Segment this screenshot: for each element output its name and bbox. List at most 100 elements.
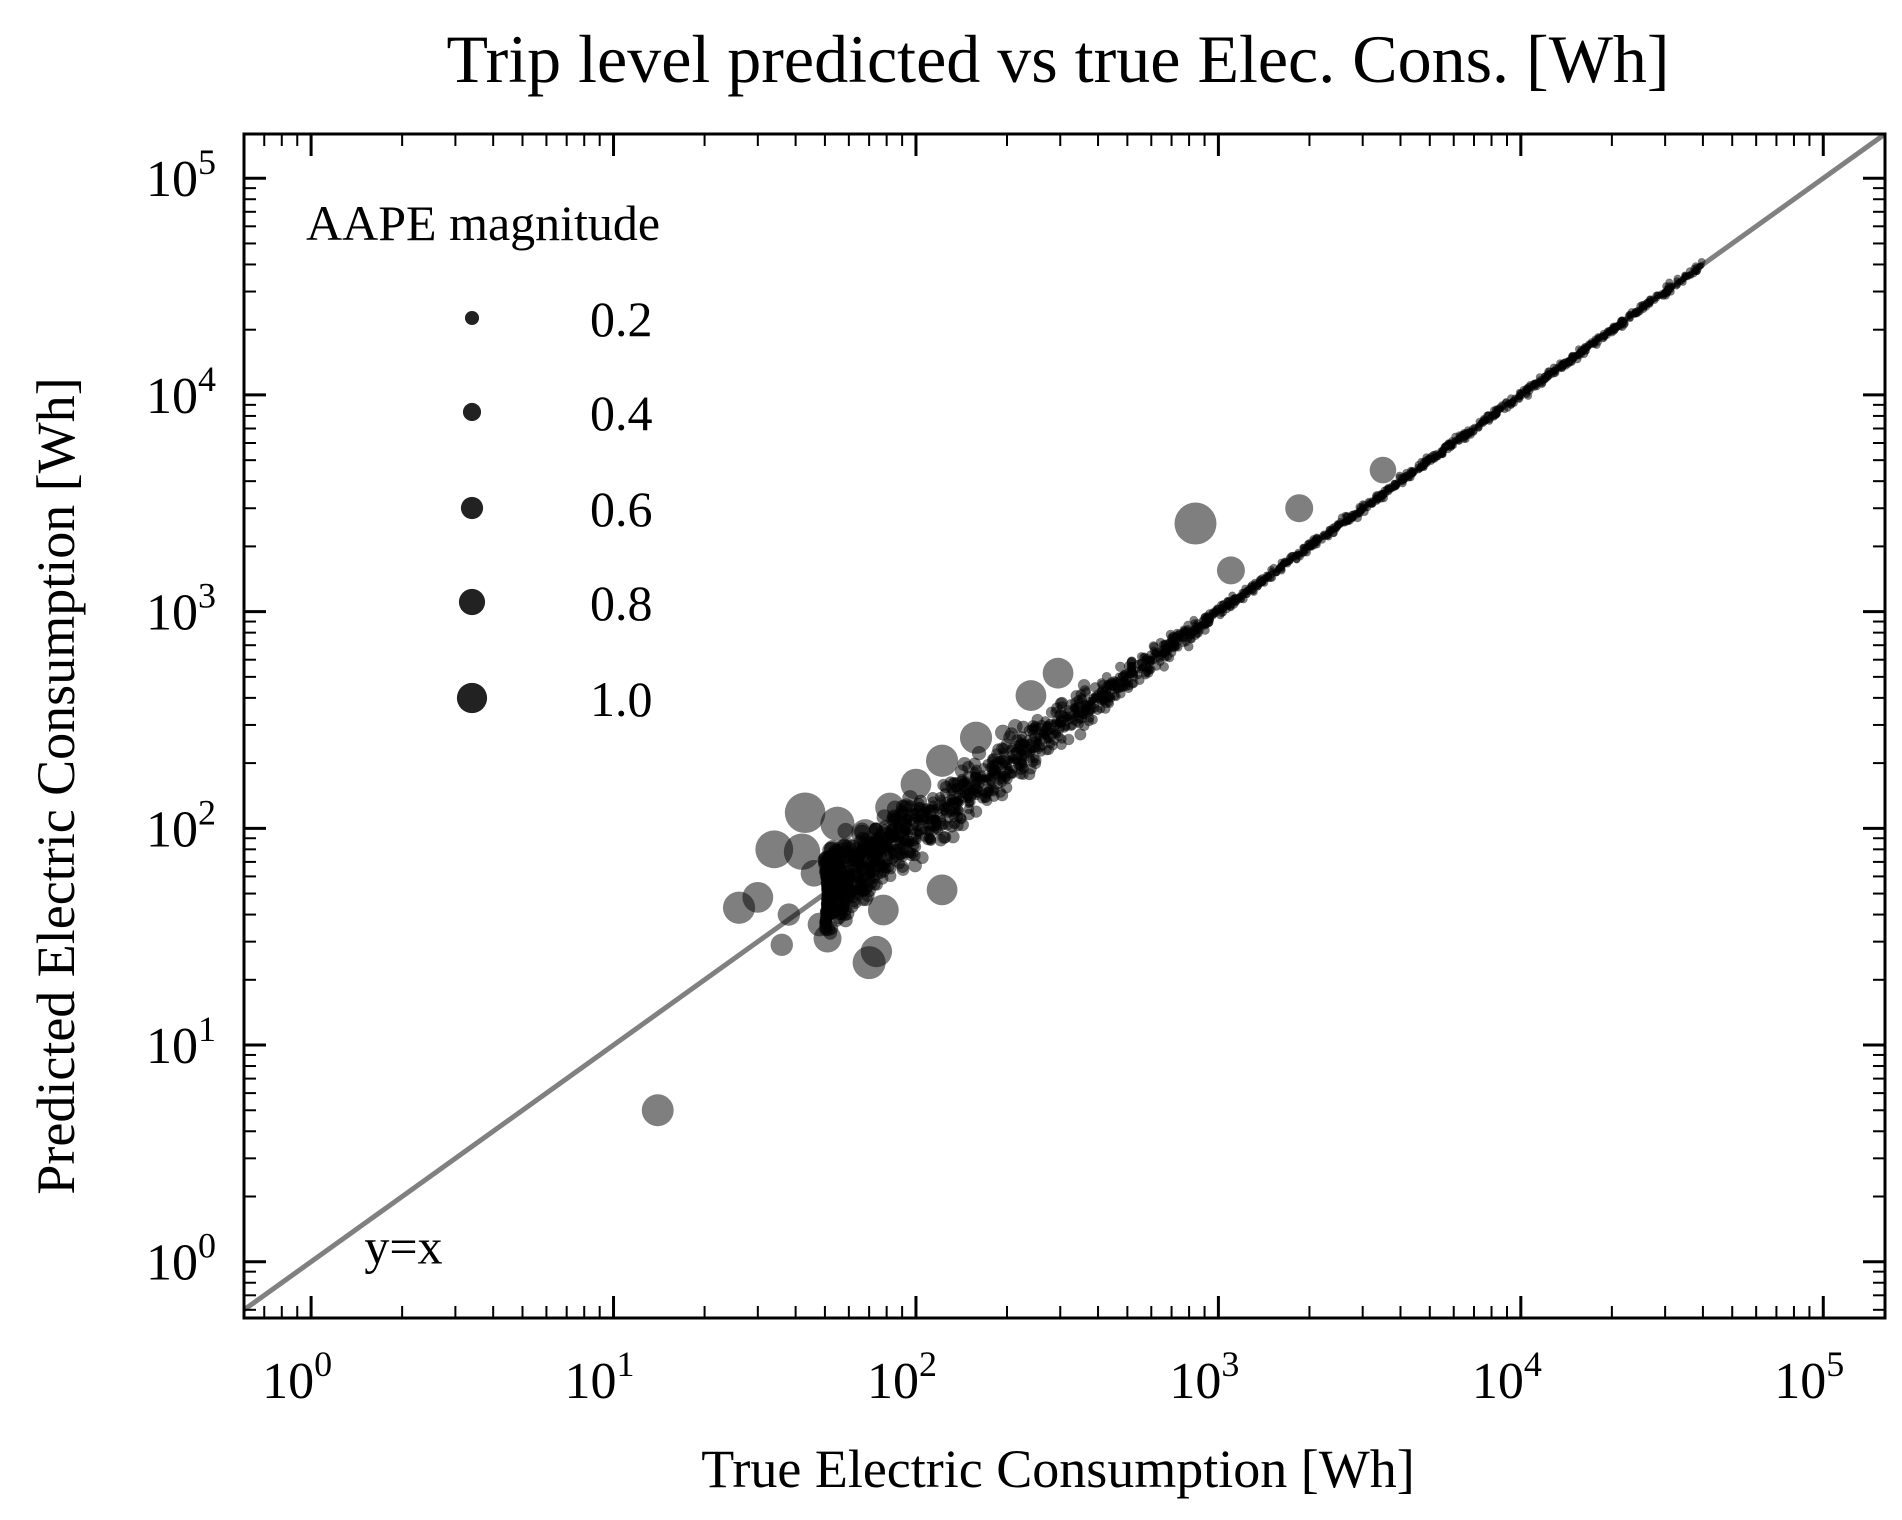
data-point — [988, 786, 999, 797]
data-point — [1294, 550, 1302, 558]
data-point — [1313, 540, 1321, 549]
data-point — [1181, 637, 1191, 647]
axes-frame — [242, 132, 1887, 1320]
data-point — [1084, 713, 1095, 723]
data-point — [1121, 669, 1130, 678]
data-point — [840, 885, 850, 896]
data-point — [1062, 733, 1075, 746]
data-point — [996, 789, 1009, 802]
data-point — [1582, 347, 1590, 355]
data-point — [883, 833, 894, 844]
data-point-outlier — [926, 874, 958, 906]
y-tick-label: 104 — [146, 359, 216, 425]
data-point-outlier — [807, 912, 832, 937]
data-point — [1096, 687, 1105, 696]
data-point — [1438, 450, 1447, 459]
data-point — [1657, 292, 1665, 300]
data-point — [903, 846, 915, 858]
data-point-outlier — [925, 744, 959, 777]
data-point — [915, 818, 923, 826]
data-point — [1030, 754, 1042, 766]
data-point — [1451, 437, 1460, 445]
x-tick-label: 100 — [262, 1344, 332, 1410]
data-point — [1299, 543, 1307, 552]
data-point — [987, 753, 998, 764]
legend-label: 0.2 — [590, 291, 653, 347]
y-tick-label: 102 — [146, 792, 216, 858]
y-tick-label: 101 — [146, 1009, 216, 1075]
x-axis-label: True Electric Consumption [Wh] — [701, 1439, 1414, 1499]
data-point — [1416, 464, 1425, 472]
data-point — [892, 833, 901, 842]
data-point — [1098, 697, 1107, 706]
data-point — [1156, 657, 1165, 667]
data-point — [854, 885, 865, 896]
data-point — [1084, 700, 1092, 708]
data-point — [1069, 715, 1077, 723]
data-point — [1266, 573, 1275, 583]
data-point — [1408, 470, 1417, 478]
axes: 100 101 102 103 104 105 100 101 102 103 104 105 — [146, 132, 1887, 1410]
data-point — [1673, 279, 1682, 288]
data-point-outlier — [900, 768, 932, 800]
data-point — [969, 805, 983, 818]
data-point — [1330, 522, 1339, 531]
data-point — [884, 862, 897, 875]
legend-label: 0.8 — [590, 575, 653, 631]
data-point — [854, 862, 863, 871]
data-point — [878, 848, 886, 856]
reference-line-label: y=x — [364, 1219, 442, 1275]
y-tick-label: 100 — [146, 1226, 216, 1292]
data-point — [1179, 625, 1189, 635]
data-point — [1046, 727, 1054, 735]
data-point — [1691, 267, 1700, 276]
data-point — [823, 878, 834, 889]
data-point — [1611, 322, 1619, 330]
data-point — [1149, 642, 1160, 652]
data-point — [908, 858, 922, 873]
data-point — [1058, 710, 1068, 720]
data-point — [876, 858, 887, 869]
data-point — [932, 818, 942, 828]
data-point — [981, 795, 993, 807]
data-point — [1631, 307, 1639, 316]
data-point — [821, 886, 829, 894]
data-point — [1440, 443, 1449, 452]
data-point — [1074, 728, 1087, 741]
data-point — [1372, 494, 1380, 502]
data-point — [1071, 704, 1080, 713]
data-point — [1697, 257, 1706, 266]
data-point-outlier — [1174, 502, 1217, 545]
data-point-outlier — [755, 830, 794, 869]
data-point-outlier — [641, 1094, 674, 1127]
data-point-outlier — [831, 839, 858, 865]
data-point-outlier — [860, 935, 893, 968]
legend-marker — [456, 682, 488, 714]
data-point — [1104, 680, 1114, 690]
x-tick-label: 105 — [1774, 1344, 1844, 1410]
data-point — [1224, 601, 1232, 609]
data-point — [1062, 719, 1071, 727]
data-point-outlier — [875, 792, 905, 823]
data-point — [954, 799, 963, 808]
data-point — [1619, 319, 1627, 327]
data-point — [963, 781, 972, 790]
legend-marker — [464, 310, 480, 326]
data-point — [1056, 701, 1068, 712]
data-point-outlier — [742, 882, 774, 913]
x-tick-label: 104 — [1472, 1344, 1542, 1410]
data-point — [1277, 558, 1286, 567]
data-point — [1427, 457, 1435, 465]
data-point — [1004, 727, 1019, 741]
data-point — [1687, 271, 1695, 279]
data-point — [1074, 718, 1085, 729]
data-point — [1665, 278, 1674, 287]
data-point — [909, 827, 917, 836]
data-point — [998, 770, 1007, 780]
data-point-outlier — [1216, 556, 1245, 585]
data-point — [971, 785, 979, 793]
data-point — [1253, 582, 1262, 591]
data-point — [832, 877, 841, 886]
legend-label: 0.6 — [590, 481, 653, 537]
x-tick-label: 101 — [565, 1344, 635, 1410]
